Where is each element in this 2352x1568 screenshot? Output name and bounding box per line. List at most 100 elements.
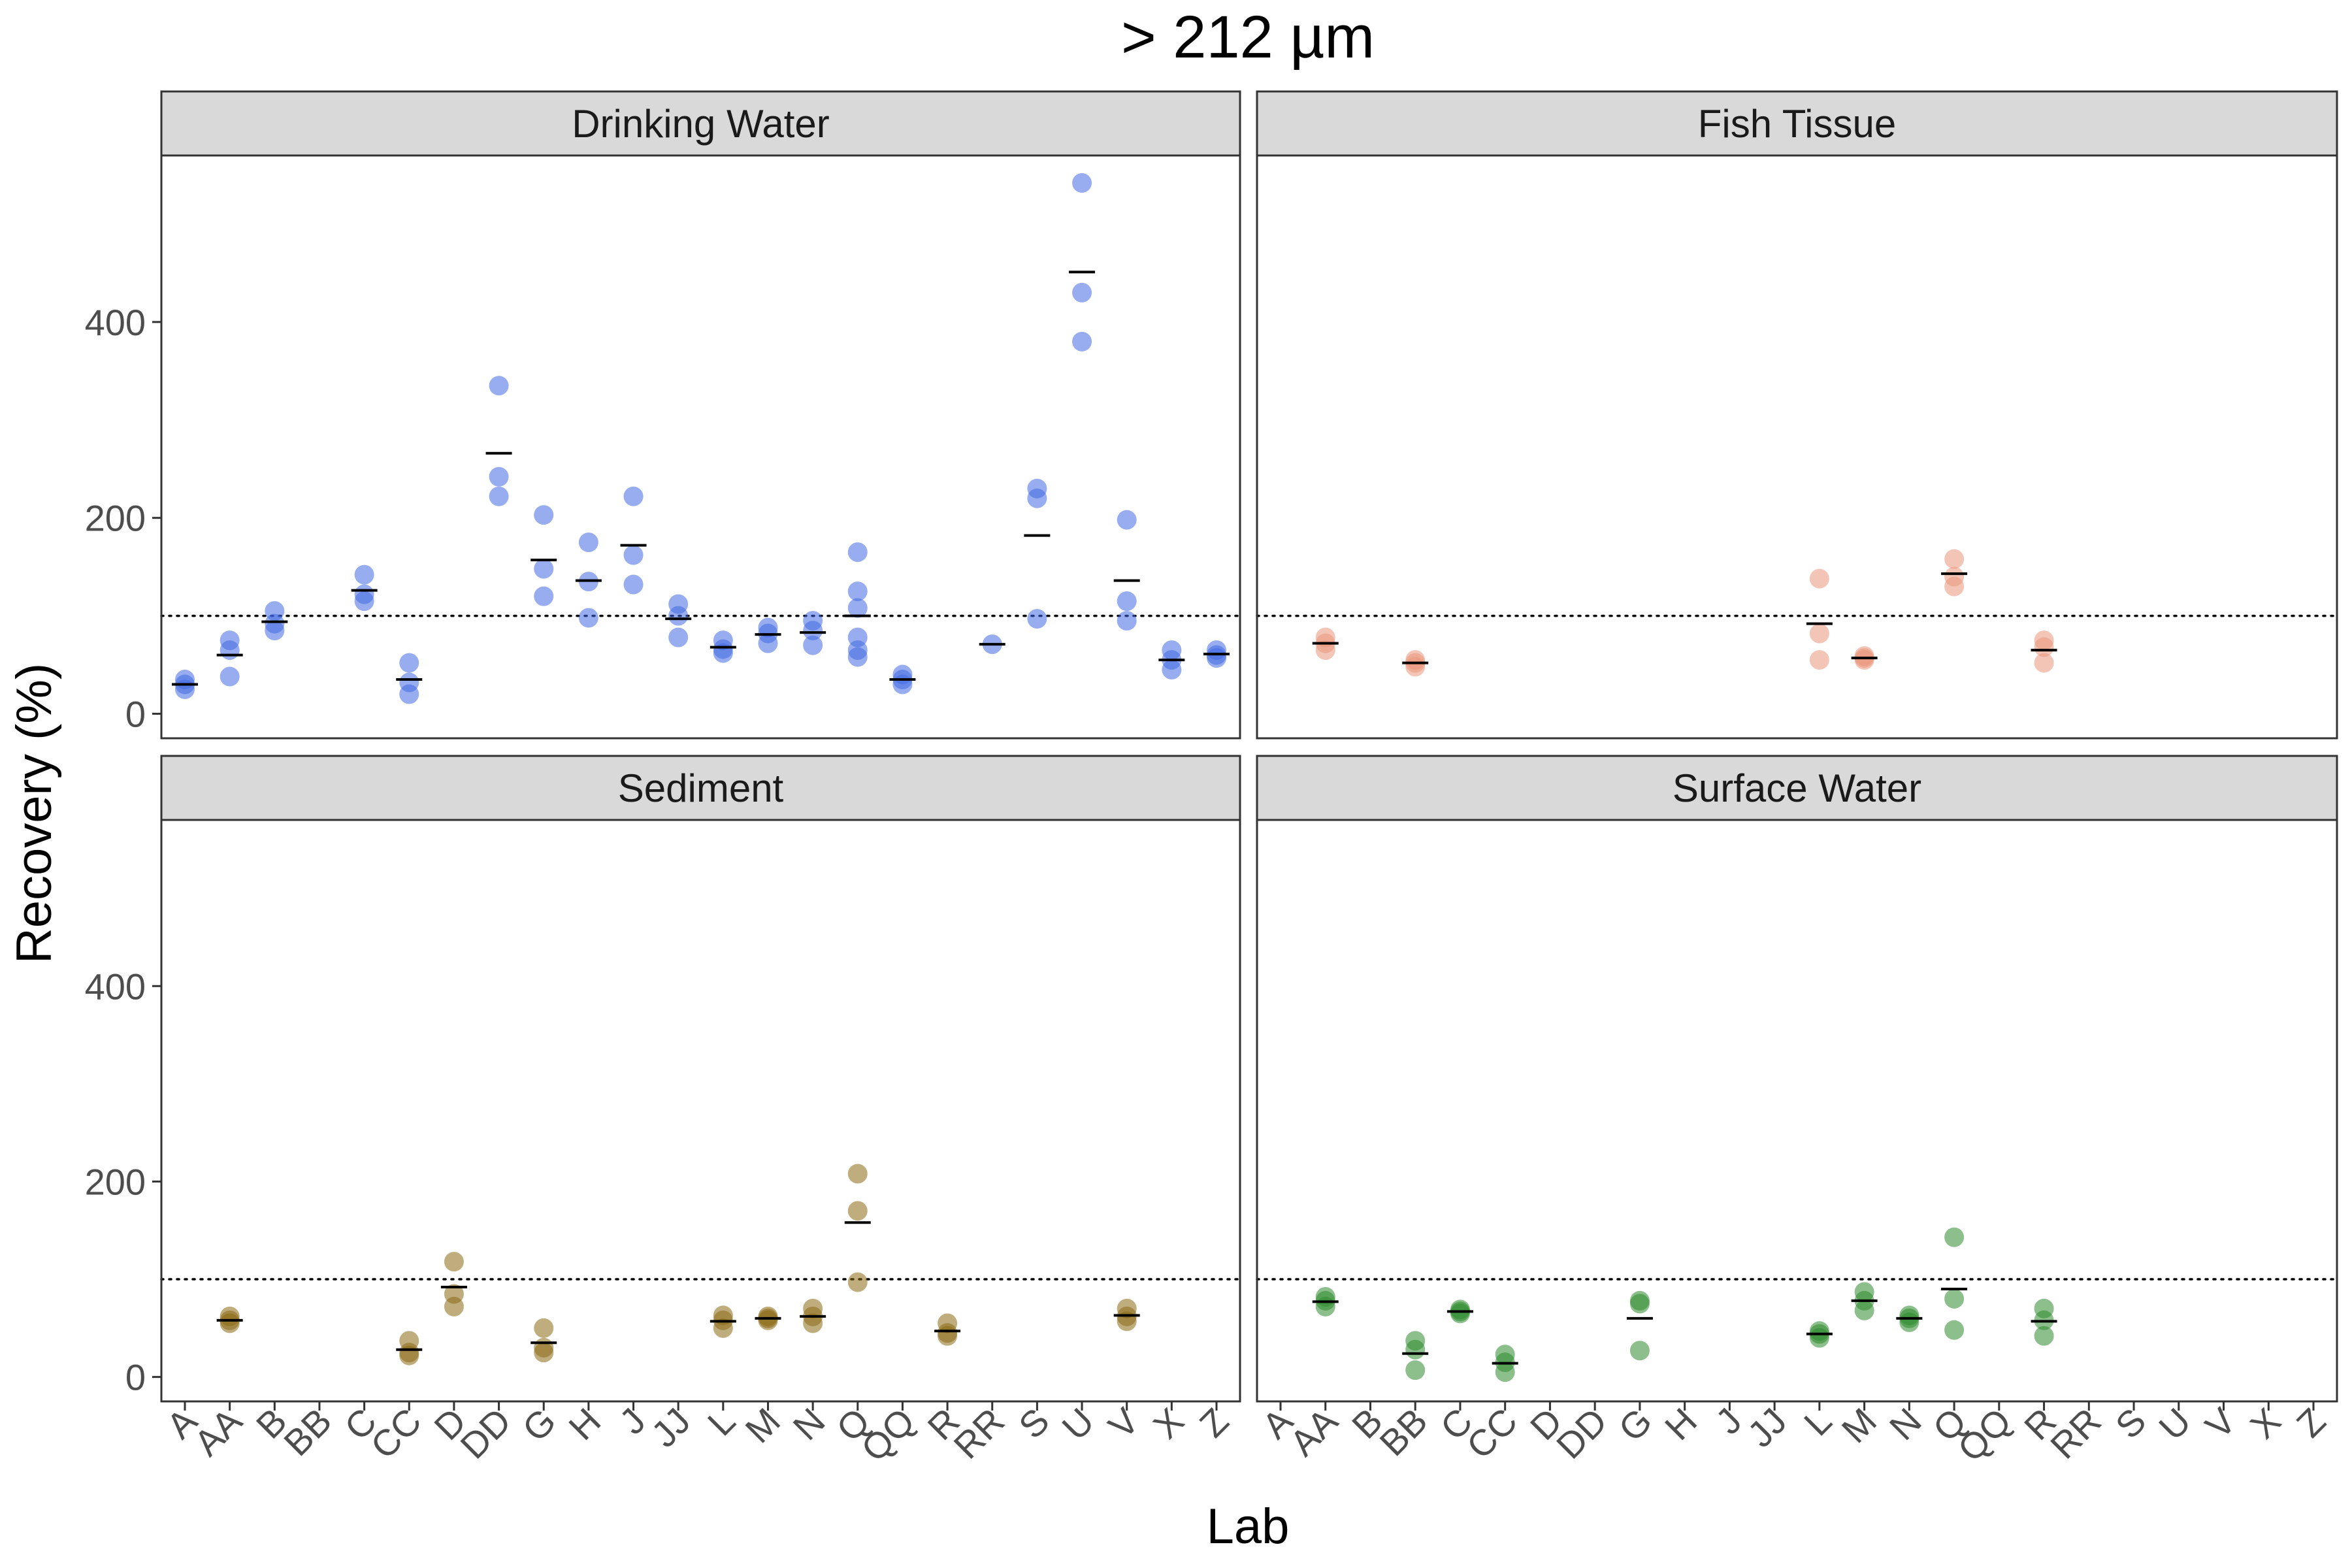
- data-point-r: [2034, 1298, 2054, 1318]
- panel-background: [161, 820, 1240, 1401]
- data-point-aa: [220, 630, 240, 651]
- facet-strip: [160, 755, 1241, 821]
- data-point-c: [354, 584, 374, 604]
- y-tick-label: 400: [85, 302, 146, 343]
- data-point-d: [444, 1252, 464, 1272]
- data-point-j: [623, 574, 644, 595]
- data-point-v: [1117, 591, 1137, 612]
- data-point-q: [1944, 549, 1965, 569]
- y-tick-label: 0: [125, 1357, 146, 1398]
- data-point-j: [623, 545, 644, 565]
- data-point-g: [534, 1318, 554, 1338]
- data-point-g: [534, 559, 554, 579]
- data-point-d: [444, 1284, 464, 1304]
- panel-border: [160, 154, 1241, 740]
- data-point-q: [847, 1272, 868, 1292]
- y-tick-label: 200: [85, 498, 146, 539]
- facet-strip-label: Drinking Water: [572, 102, 830, 146]
- data-point-s: [1027, 609, 1047, 629]
- facet-panels: Drinking Water 0 200 400 Fish Tissue Sediment…: [85, 90, 2338, 1469]
- facet-strip: [1256, 90, 2338, 157]
- data-point-jj: [668, 594, 689, 614]
- data-point-r: [2034, 630, 2054, 651]
- data-point-c: [354, 564, 374, 585]
- data-point-j: [623, 486, 644, 506]
- data-point-l: [1809, 650, 1829, 670]
- facet-strip: [1256, 755, 2338, 821]
- data-point-q: [847, 627, 868, 647]
- data-point-r: [938, 1313, 958, 1333]
- panel-drinking-water: Drinking Water 0 200 400: [85, 90, 1241, 740]
- data-point-aa: [220, 1306, 240, 1326]
- data-point-r: [2034, 1326, 2054, 1346]
- data-point-m: [1854, 1282, 1874, 1302]
- data-point-x: [1162, 640, 1182, 661]
- y-axis-title: Recovery (%): [7, 663, 62, 964]
- data-point-q: [847, 1164, 868, 1184]
- data-point-q: [1944, 1320, 1965, 1340]
- data-point-jj: [668, 627, 689, 647]
- data-point-m: [758, 1306, 778, 1326]
- data-point-l: [1809, 568, 1829, 589]
- data-point-bb: [1405, 1331, 1426, 1351]
- panel-background: [1257, 155, 2337, 738]
- data-point-m: [1854, 646, 1874, 666]
- data-point-aa: [1315, 1286, 1335, 1307]
- data-point-b: [265, 601, 285, 621]
- data-point-l: [1809, 1321, 1829, 1341]
- data-point-r: [2034, 653, 2054, 673]
- data-point-cc: [399, 1331, 419, 1351]
- data-point-l: [713, 630, 733, 651]
- panel-border: [1256, 154, 2338, 740]
- data-point-h: [578, 532, 598, 553]
- data-point-s: [1027, 478, 1047, 498]
- data-point-v: [1117, 611, 1137, 631]
- data-point-q: [1944, 566, 1965, 587]
- data-point-q: [847, 581, 868, 602]
- data-point-g: [534, 586, 554, 606]
- facet-strip-label: Surface Water: [1673, 766, 1921, 810]
- data-point-n: [1899, 1305, 1919, 1326]
- data-point-dd: [489, 466, 509, 487]
- data-point-n: [803, 635, 823, 655]
- data-point-g: [534, 505, 554, 525]
- data-point-u: [1072, 282, 1092, 302]
- data-point-aa: [220, 666, 240, 687]
- data-point-l: [1809, 623, 1829, 644]
- data-point-cc: [399, 653, 419, 673]
- data-point-c: [1450, 1299, 1470, 1320]
- data-point-g: [1629, 1341, 1650, 1361]
- data-point-qq: [892, 664, 913, 685]
- data-point-bb: [1405, 1360, 1426, 1380]
- x-axis-title: Lab: [1207, 1499, 1290, 1554]
- data-point-dd: [489, 486, 509, 506]
- data-point-cc: [399, 672, 419, 693]
- panel-background: [1257, 820, 2337, 1401]
- facet-strip-label: Fish Tissue: [1698, 102, 1896, 146]
- data-point-m: [758, 617, 778, 638]
- data-point-q: [847, 1201, 868, 1221]
- chart-title: > 212 µm: [1121, 4, 1375, 71]
- data-point-h: [578, 608, 598, 628]
- data-point-cc: [1495, 1345, 1515, 1365]
- data-point-u: [1072, 172, 1092, 193]
- data-point-v: [1117, 1298, 1137, 1318]
- panel-fish-tissue: Fish Tissue: [1256, 90, 2338, 740]
- data-point-bb: [1405, 650, 1426, 670]
- facet-strip: [160, 90, 1241, 157]
- data-point-q: [1944, 1227, 1965, 1247]
- data-point-q: [847, 542, 868, 563]
- data-point-q: [1944, 1288, 1965, 1309]
- data-point-u: [1072, 331, 1092, 351]
- y-tick-label: 0: [125, 694, 146, 735]
- facet-strip-label: Sediment: [618, 766, 784, 810]
- panel-background: [161, 155, 1240, 738]
- panel-border: [160, 819, 1241, 1403]
- data-point-v: [1117, 510, 1137, 530]
- data-point-dd: [489, 376, 509, 396]
- data-point-n: [803, 611, 823, 631]
- data-point-z: [1207, 640, 1226, 661]
